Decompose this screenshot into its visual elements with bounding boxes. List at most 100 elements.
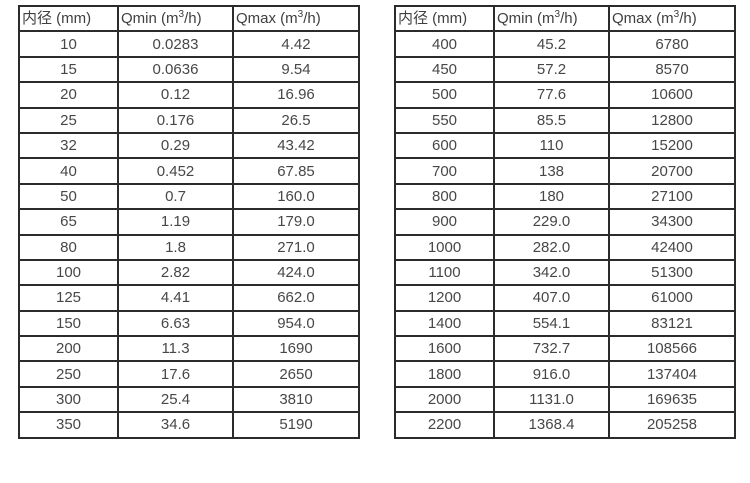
table-row: 800 180 27100 (394, 182, 736, 211)
table-cell: 16.96 (232, 81, 360, 109)
table-cell: 12800 (608, 106, 736, 134)
column-header: 内径 (mm) (18, 4, 119, 33)
table-cell: 1800 (394, 360, 495, 388)
table-row: 1100 342.0 51300 (394, 258, 736, 287)
table-cell: 2200 (394, 411, 495, 439)
table-cell: 83121 (608, 309, 736, 338)
table-cell: 11.3 (117, 335, 234, 363)
table-cell: 42400 (608, 233, 736, 261)
flow-rate-tables-page: 内径 (mm) Qmin (m3/h) Qmax (m3/h) 10 0.0283 4.4… (18, 4, 736, 439)
table-row: 500 77.6 10600 (394, 81, 736, 109)
table-cell: 550 (394, 106, 495, 134)
table-cell: 34300 (608, 208, 736, 236)
table-row: 65 1.19 179.0 (18, 208, 360, 236)
table-cell: 1368.4 (493, 411, 610, 439)
table-row: 200 11.3 1690 (18, 335, 360, 363)
table-cell: 10600 (608, 81, 736, 109)
table-cell: 34.6 (117, 411, 234, 439)
table-cell: 250 (18, 360, 119, 388)
table-row: 50 0.7 160.0 (18, 182, 360, 211)
table-row: 250 17.6 2650 (18, 360, 360, 388)
table-cell: 662.0 (232, 284, 360, 312)
table-cell: 4.41 (117, 284, 234, 312)
table-cell: 342.0 (493, 258, 610, 287)
table-row: 1400 554.1 83121 (394, 309, 736, 338)
table-cell: 200 (18, 335, 119, 363)
table-cell: 732.7 (493, 335, 610, 363)
table-row: 400 45.2 6780 (394, 30, 736, 58)
table-cell: 20 (18, 81, 119, 109)
table-cell: 916.0 (493, 360, 610, 388)
table-row: 300 25.4 3810 (18, 385, 360, 414)
table-cell: 15200 (608, 131, 736, 160)
column-header: 内径 (mm) (394, 4, 495, 33)
superscript-3: 3 (554, 9, 561, 21)
table-cell: 1400 (394, 309, 495, 338)
table-cell: 5190 (232, 411, 360, 439)
table-cell: 350 (18, 411, 119, 439)
flow-table-right: 内径 (mm) Qmin (m3/h) Qmax (m3/h) 400 45.2 6780… (394, 4, 736, 439)
table-cell: 1200 (394, 284, 495, 312)
table-cell: 0.0636 (117, 55, 234, 84)
table-cell: 954.0 (232, 309, 360, 338)
table-cell: 0.7 (117, 182, 234, 211)
column-header: Qmin (m3/h) (493, 4, 610, 33)
table-cell: 100 (18, 258, 119, 287)
table-row: 40 0.452 67.85 (18, 157, 360, 185)
column-header: Qmax (m3/h) (608, 4, 736, 33)
table-cell: 0.29 (117, 131, 234, 160)
table-row: 1200 407.0 61000 (394, 284, 736, 312)
table-cell: 32 (18, 131, 119, 160)
table-row: 550 85.5 12800 (394, 106, 736, 134)
table-cell: 150 (18, 309, 119, 338)
flow-table-left: 内径 (mm) Qmin (m3/h) Qmax (m3/h) 10 0.0283 4.4… (18, 4, 360, 439)
table-cell: 1.8 (117, 233, 234, 261)
table-cell: 27100 (608, 182, 736, 211)
table-cell: 43.42 (232, 131, 360, 160)
table-cell: 9.54 (232, 55, 360, 84)
table-cell: 108566 (608, 335, 736, 363)
table-row: 32 0.29 43.42 (18, 131, 360, 160)
table-cell: 51300 (608, 258, 736, 287)
table-cell: 1131.0 (493, 385, 610, 414)
table-cell: 407.0 (493, 284, 610, 312)
table-cell: 15 (18, 55, 119, 84)
table-cell: 300 (18, 385, 119, 414)
table-cell: 80 (18, 233, 119, 261)
table-cell: 65 (18, 208, 119, 236)
table-row: 20 0.12 16.96 (18, 81, 360, 109)
table-cell: 282.0 (493, 233, 610, 261)
table-cell: 61000 (608, 284, 736, 312)
table-cell: 500 (394, 81, 495, 109)
table-row: 600 110 15200 (394, 131, 736, 160)
table-cell: 125 (18, 284, 119, 312)
header-row: 内径 (mm) Qmin (m3/h) Qmax (m3/h) (18, 4, 360, 33)
table-cell: 45.2 (493, 30, 610, 58)
table-cell: 1.19 (117, 208, 234, 236)
table-row: 350 34.6 5190 (18, 411, 360, 439)
table-cell: 600 (394, 131, 495, 160)
table-cell: 400 (394, 30, 495, 58)
table-row: 2000 1131.0 169635 (394, 385, 736, 414)
table-cell: 1600 (394, 335, 495, 363)
table-cell: 0.12 (117, 81, 234, 109)
table-row: 1800 916.0 137404 (394, 360, 736, 388)
table-cell: 137404 (608, 360, 736, 388)
column-header: Qmin (m3/h) (117, 4, 234, 33)
table-row: 125 4.41 662.0 (18, 284, 360, 312)
table-row: 700 138 20700 (394, 157, 736, 185)
table-cell: 0.176 (117, 106, 234, 134)
column-header: Qmax (m3/h) (232, 4, 360, 33)
table-cell: 3810 (232, 385, 360, 414)
table-cell: 8570 (608, 55, 736, 84)
table-cell: 554.1 (493, 309, 610, 338)
table-cell: 179.0 (232, 208, 360, 236)
table-cell: 6.63 (117, 309, 234, 338)
table-row: 15 0.0636 9.54 (18, 55, 360, 84)
superscript-3: 3 (178, 9, 185, 21)
table-cell: 1100 (394, 258, 495, 287)
table-cell: 67.85 (232, 157, 360, 185)
table-row: 150 6.63 954.0 (18, 309, 360, 338)
header-row: 内径 (mm) Qmin (m3/h) Qmax (m3/h) (394, 4, 736, 33)
table-cell: 17.6 (117, 360, 234, 388)
